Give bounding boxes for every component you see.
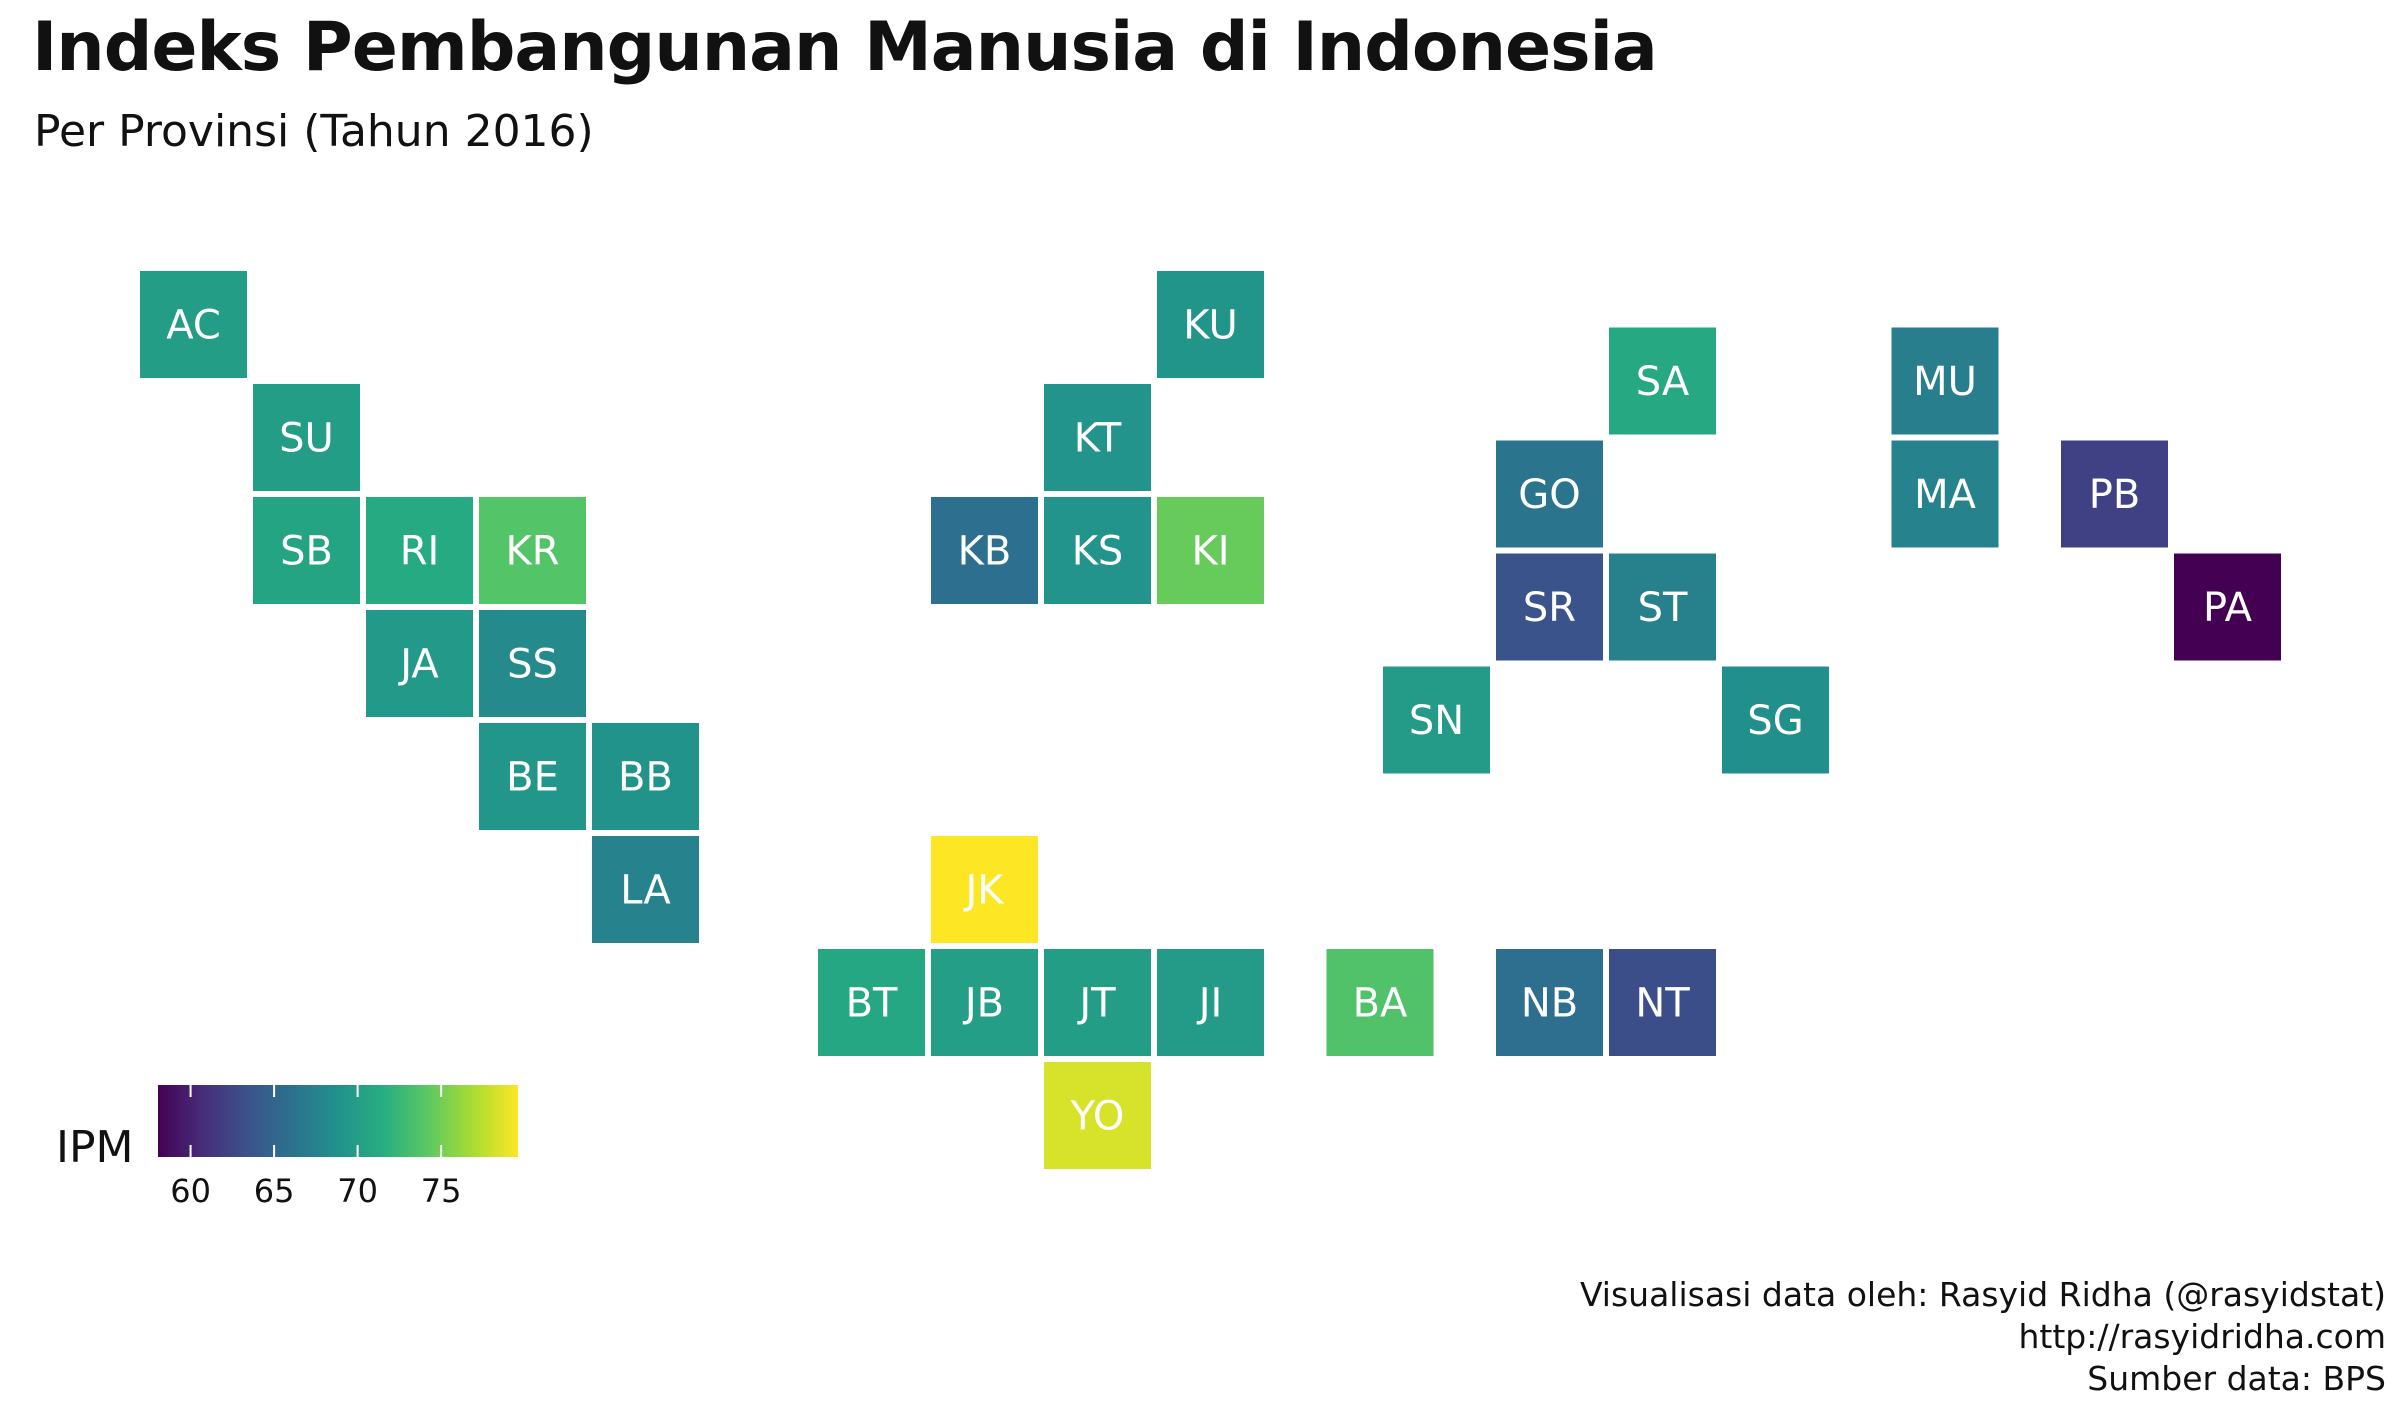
province-tile-ba [1326,949,1434,1056]
province-tile-sg [1722,666,1829,774]
province-tile-ac [140,271,247,378]
province-label-su: SU [279,416,334,462]
province-label-kt: KT [1074,416,1122,462]
province-tile-sn [1383,666,1490,774]
province-label-sb: SB [280,529,333,575]
province-label-bb: BB [618,755,673,801]
chart-title: Indeks Pembangunan Manusia di Indonesia [32,8,1658,87]
province-tile-st [1609,553,1716,661]
province-label-ji: JI [1196,981,1223,1027]
province-label-mu: MU [1913,359,1977,405]
province-tile-pa [2174,553,2281,661]
province-tile-go [1496,440,1603,548]
province-label-ac: AC [166,303,221,349]
province-tile-bt [818,949,925,1056]
province-tile-jk [931,836,1038,943]
province-tile-sb [253,497,360,604]
province-tile-pb [2061,440,2168,548]
province-label-jk: JK [962,868,1005,914]
province-label-la: LA [620,868,671,914]
province-tile-ku [1157,271,1264,378]
province-tile-kb [931,497,1038,604]
caption-url: http://rasyidridha.com [2018,1317,2386,1356]
province-label-ri: RI [400,529,440,575]
province-label-kb: KB [958,529,1012,575]
province-tile-ji [1157,949,1264,1056]
province-tile-ja [366,610,473,717]
province-tile-ki [1157,497,1264,604]
province-label-ks: KS [1072,529,1124,575]
province-tile-be [479,723,586,830]
province-tile-sr [1496,553,1603,661]
province-tile-kr [479,497,586,604]
province-label-yo: YO [1070,1094,1125,1140]
province-tile-la [592,836,699,943]
legend-tick-label: 60 [170,1172,211,1210]
province-label-ki: KI [1191,529,1229,575]
province-tile-mu [1891,327,1999,435]
province-tile-ss [479,610,586,717]
province-tile-jb [931,949,1038,1056]
province-label-ja: JA [397,642,439,688]
province-label-nb: NB [1521,981,1578,1027]
province-label-jb: JB [962,981,1004,1027]
province-label-sr: SR [1523,585,1576,631]
province-tile-ri [366,497,473,604]
province-label-st: ST [1638,585,1688,631]
province-label-ma: MA [1914,472,1977,518]
province-tile-nt [1609,949,1716,1056]
province-label-nt: NT [1635,981,1690,1027]
province-tile-jt [1044,949,1151,1056]
legend-tick-label: 70 [337,1172,378,1210]
chart-subtitle: Per Provinsi (Tahun 2016) [34,106,594,157]
province-label-bt: BT [846,981,898,1027]
province-tile-ma [1891,440,1999,548]
caption-source: Sumber data: BPS [2087,1359,2386,1398]
province-tile-yo [1044,1062,1151,1169]
legend-tick-label: 65 [254,1172,295,1210]
province-label-pa: PA [2203,585,2253,631]
province-label-sg: SG [1747,698,1803,744]
legend-tick-label: 75 [421,1172,462,1210]
caption: Visualisasi data oleh: Rasyid Ridha (@ra… [1580,1274,2386,1400]
province-label-ku: KU [1183,303,1237,349]
province-tile-ks [1044,497,1151,604]
province-label-go: GO [1518,472,1580,518]
province-label-kr: KR [505,529,559,575]
province-label-be: BE [506,755,559,801]
province-label-ba: BA [1353,981,1408,1027]
legend-title: IPM [56,1122,134,1173]
legend-colorbar [158,1085,518,1157]
province-label-ss: SS [507,642,558,688]
province-label-sa: SA [1636,359,1690,405]
color-legend: 60 65 70 75 [158,1085,518,1210]
province-label-jt: JT [1076,981,1116,1027]
province-tile-nb [1496,949,1603,1056]
province-tile-su [253,384,360,491]
province-tile-sa [1609,327,1716,435]
province-tile-kt [1044,384,1151,491]
province-label-sn: SN [1409,698,1464,744]
caption-author: Visualisasi data oleh: Rasyid Ridha (@ra… [1579,1275,2386,1314]
province-label-pb: PB [2089,472,2141,518]
province-tile-bb [592,723,699,830]
